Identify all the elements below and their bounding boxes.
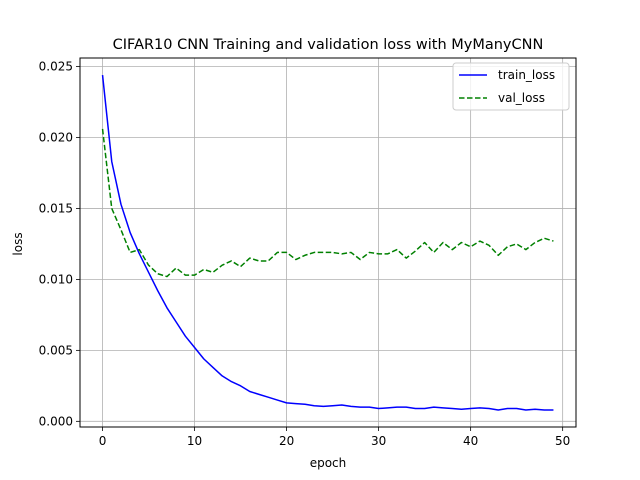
legend-label-train-loss: train_loss: [498, 68, 555, 82]
y-tick-label: 0.005: [39, 343, 73, 357]
series-line-val-loss: [101, 128, 554, 278]
grid: [80, 58, 576, 427]
x-tick-label: 30: [371, 434, 386, 448]
y-tick-label: 0.010: [39, 272, 73, 286]
x-axis: 0 10 20 30 40 50: [99, 427, 570, 448]
y-axis-label: loss: [11, 232, 25, 255]
y-tick-label: 0.020: [39, 130, 73, 144]
series-line-train-loss: [101, 74, 554, 411]
x-tick-label: 20: [279, 434, 294, 448]
legend: train_loss val_loss: [452, 62, 570, 111]
x-tick-label: 40: [463, 434, 478, 448]
x-axis-label: epoch: [310, 456, 347, 470]
y-tick-label: 0.015: [39, 201, 73, 215]
x-tick-label: 0: [99, 434, 107, 448]
x-tick-label: 10: [187, 434, 202, 448]
chart-title: CIFAR10 CNN Training and validation loss…: [113, 37, 544, 53]
y-tick-label: 0.025: [39, 60, 73, 74]
x-tick-label: 50: [555, 434, 570, 448]
series-layer: [101, 74, 554, 411]
legend-label-val-loss: val_loss: [498, 91, 545, 105]
y-tick-label: 0.000: [39, 414, 73, 428]
y-axis: 0.000 0.005 0.010 0.015 0.020 0.025: [39, 60, 80, 428]
plot-frame: [79, 57, 577, 428]
